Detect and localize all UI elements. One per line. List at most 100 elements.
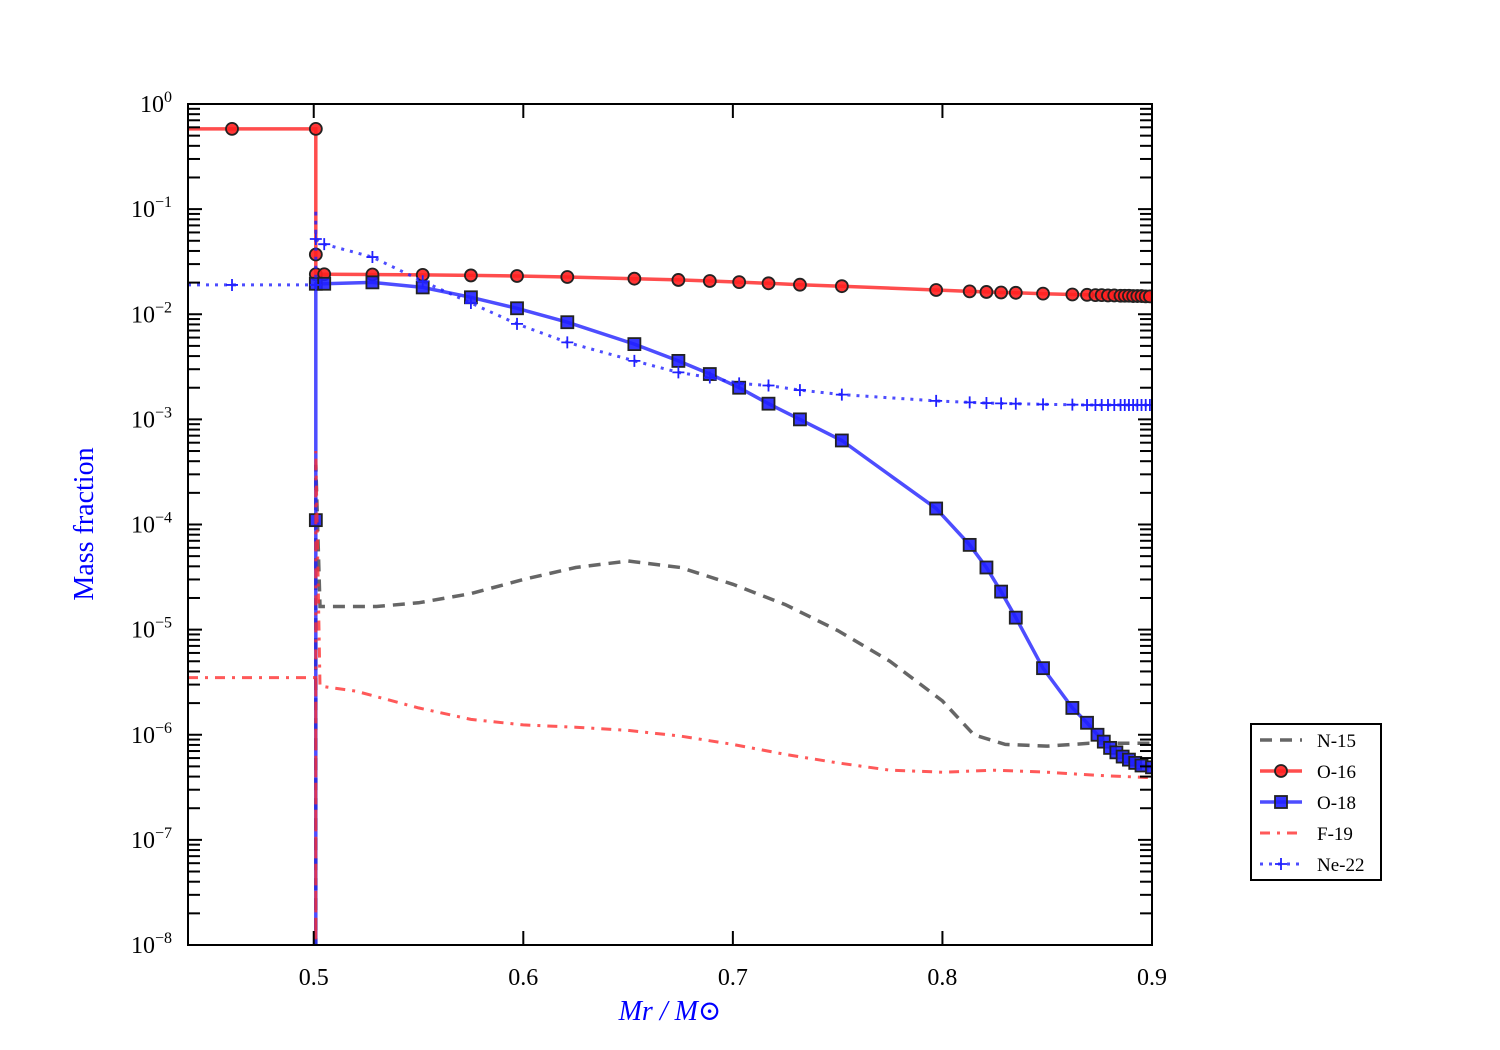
- data-point-o-18: [929, 501, 944, 516]
- data-point-o-18: [834, 433, 849, 448]
- legend-label-o-16: O-16: [1317, 762, 1356, 783]
- data-point-ne-22: [980, 397, 993, 410]
- data-point-o-16: [225, 121, 239, 136]
- data-point-ne-22: [561, 336, 574, 349]
- data-point-o-18: [1008, 610, 1023, 625]
- data-point-o-16: [1143, 289, 1152, 304]
- series-line-o-16: [188, 127, 1150, 299]
- series-n-15: [314, 464, 1152, 945]
- data-point-ne-22: [226, 278, 239, 291]
- series-line-o-18: [314, 280, 1152, 945]
- y-tick-label: 10−1: [131, 194, 172, 223]
- data-point-ne-22: [995, 397, 1008, 410]
- data-point-o-16: [1065, 287, 1080, 302]
- data-point-o-18: [1036, 661, 1050, 676]
- data-point-o-16: [761, 276, 776, 291]
- data-point-ne-22: [930, 394, 943, 407]
- data-point-ne-22: [511, 317, 524, 330]
- data-point-ne-22: [733, 377, 746, 390]
- data-point-o-18: [671, 353, 686, 368]
- data-point-o-16: [702, 274, 717, 288]
- data-point-o-16: [560, 270, 575, 284]
- data-point-o-18: [365, 275, 380, 290]
- data-point-o-18: [793, 412, 807, 427]
- series-line-n-15: [314, 464, 1152, 945]
- legend-label-o-18: O-18: [1317, 793, 1356, 814]
- data-point-o-16: [994, 285, 1009, 300]
- series-line-ne-22: [188, 209, 1150, 407]
- legend-frame: [1250, 723, 1382, 881]
- legend-marker-o-16: [1274, 764, 1288, 778]
- legend-item-n-15: N-15: [1260, 731, 1356, 752]
- data-point-o-18: [317, 276, 332, 291]
- x-axis-title: Mr / M⊙: [618, 996, 722, 1027]
- data-point-ne-22: [703, 371, 716, 384]
- y-tick-label: 10−4: [131, 510, 172, 539]
- y-tick-label: 10−2: [131, 299, 172, 328]
- data-point-ne-22: [366, 251, 379, 264]
- x-tick-label: 0.6: [508, 965, 538, 991]
- data-point-ne-22: [762, 379, 775, 392]
- legend-label-n-15: N-15: [1317, 731, 1356, 752]
- legend-item-o-18: O-18: [1260, 793, 1356, 814]
- data-point-o-16: [929, 283, 944, 297]
- data-point-ne-22: [672, 366, 685, 379]
- data-point-o-16: [627, 271, 642, 286]
- data-point-o-18: [761, 396, 776, 411]
- data-point-o-18: [560, 315, 575, 330]
- data-point-o-16: [962, 284, 977, 299]
- y-tick-label: 10−6: [131, 720, 172, 749]
- data-point-ne-22: [835, 388, 848, 401]
- legend-label-ne-22: Ne-22: [1317, 855, 1364, 876]
- data-point-o-16: [793, 277, 807, 292]
- legend-item-f-19: F-19: [1260, 824, 1353, 845]
- data-point-o-18: [1080, 715, 1094, 730]
- data-point-o-18: [962, 537, 977, 552]
- y-tick-label: 10−3: [131, 404, 172, 433]
- legend-item-o-16: O-16: [1260, 762, 1356, 783]
- legend-marker-o-18: [1274, 795, 1288, 809]
- series-f-19: [188, 450, 1152, 945]
- data-point-o-18: [994, 584, 1009, 599]
- data-point-o-18: [1065, 701, 1080, 715]
- data-point-o-16: [308, 121, 323, 136]
- data-point-ne-22: [318, 238, 331, 251]
- data-point-ne-22: [628, 354, 641, 367]
- data-point-ne-22: [793, 384, 806, 397]
- data-point-ne-22: [1037, 398, 1050, 411]
- data-point-o-16: [1036, 286, 1050, 301]
- legend: N-15 O-16 O-18 F-19 Ne-22: [1250, 723, 1382, 881]
- data-point-ne-22: [309, 232, 322, 245]
- data-point-ne-22: [963, 396, 976, 409]
- legend-item-ne-22: Ne-22: [1260, 855, 1364, 876]
- legend-marker-ne-22: [1275, 858, 1287, 870]
- data-point-ne-22: [416, 275, 429, 288]
- data-point-o-16: [732, 275, 747, 290]
- x-tick-labels: 0.5 0.6 0.7 0.8 0.9: [299, 965, 1167, 991]
- data-point-ne-22: [1066, 398, 1079, 411]
- data-point-o-16: [510, 269, 524, 283]
- y-axis-title: Mass fraction: [69, 447, 100, 600]
- data-point-ne-22: [464, 296, 477, 309]
- x-tick-label: 0.8: [927, 965, 957, 991]
- data-point-o-16: [464, 268, 478, 283]
- data-point-o-16: [834, 279, 849, 294]
- legend-label-f-19: F-19: [1317, 824, 1353, 845]
- data-point-ne-22: [309, 278, 322, 291]
- data-point-ne-22: [1143, 399, 1152, 412]
- series-o-16: [188, 121, 1152, 304]
- series-layer: [188, 121, 1152, 945]
- data-point-o-18: [510, 301, 524, 316]
- y-tick-label: 100: [140, 89, 172, 118]
- ticks-layer: [188, 103, 1153, 946]
- y-tick-label: 10−8: [131, 930, 172, 959]
- x-tick-label: 0.7: [718, 965, 748, 991]
- data-point-o-16: [671, 273, 686, 287]
- data-point-o-16: [979, 285, 994, 299]
- data-point-o-18: [979, 560, 994, 575]
- plot-frame: [187, 103, 1153, 946]
- y-tick-label: 10−5: [131, 615, 172, 644]
- series-line-f-19: [188, 450, 1152, 945]
- series-ne-22: [188, 209, 1152, 412]
